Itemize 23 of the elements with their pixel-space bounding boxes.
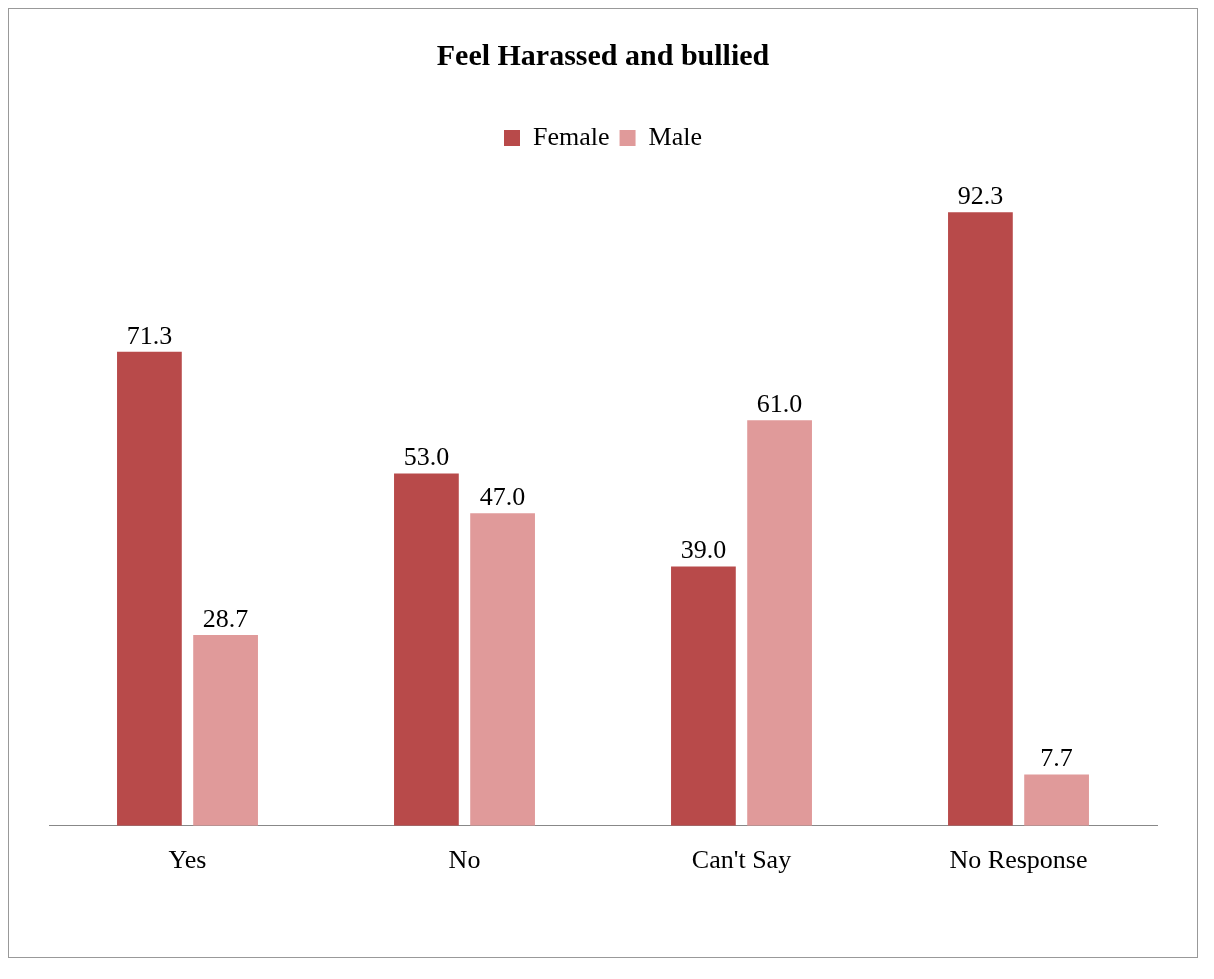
bar xyxy=(948,212,1013,826)
legend-label: Female xyxy=(533,121,610,151)
data-label: 47.0 xyxy=(479,482,526,512)
chart-title: Feel Harassed and bullied xyxy=(436,37,770,71)
bar xyxy=(747,420,812,826)
x-tick-label: Can't Say xyxy=(691,845,792,875)
legend-label: Male xyxy=(648,121,702,151)
x-tick-label: Yes xyxy=(168,845,207,875)
bar xyxy=(193,635,258,826)
data-label: 28.7 xyxy=(202,603,249,633)
x-tick-label: No xyxy=(448,845,481,875)
bar xyxy=(117,351,182,826)
data-label: 71.3 xyxy=(126,320,173,350)
bar xyxy=(1024,774,1089,826)
data-label: 53.0 xyxy=(403,442,450,472)
data-label: 39.0 xyxy=(680,535,727,565)
data-label: 7.7 xyxy=(1040,743,1073,773)
bar xyxy=(671,566,736,826)
bar xyxy=(470,513,535,826)
data-label: 92.3 xyxy=(957,181,1004,211)
bar xyxy=(394,473,459,826)
data-label: 61.0 xyxy=(756,389,803,419)
x-tick-label: No Response xyxy=(949,845,1088,875)
